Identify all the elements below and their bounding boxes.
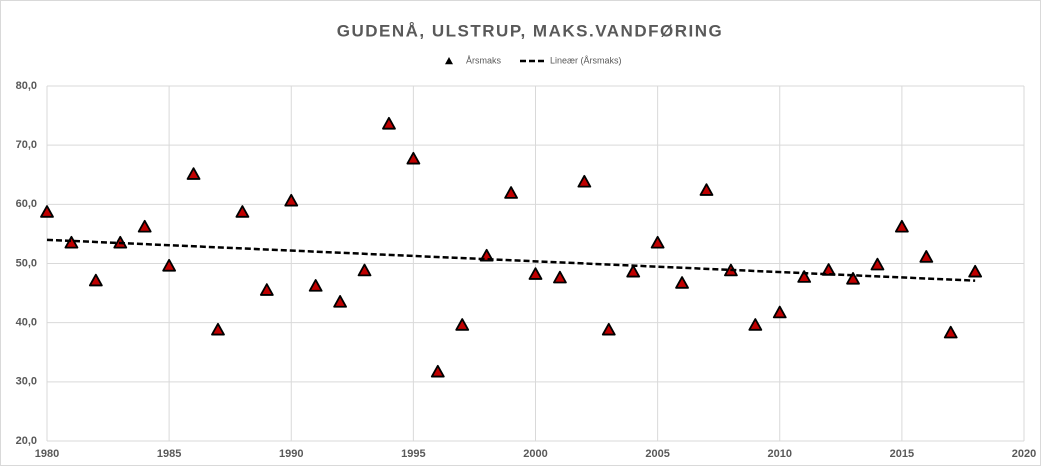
data-point	[357, 263, 372, 277]
x-tick-label: 1995	[401, 448, 425, 460]
legend-marker	[445, 57, 453, 65]
data-point	[88, 273, 103, 287]
x-tick-label: 1985	[157, 448, 181, 460]
trend-line	[46, 238, 976, 282]
x-tick-label: 2010	[768, 448, 792, 460]
data-point	[528, 267, 543, 280]
data-point	[406, 151, 421, 165]
y-tick-label: 50,0	[16, 257, 37, 269]
data-point	[308, 279, 323, 292]
data-point	[553, 270, 567, 284]
data-point	[577, 174, 592, 188]
data-point	[821, 263, 836, 276]
y-tick-label: 20,0	[16, 435, 37, 447]
data-point	[650, 235, 665, 249]
data-point	[626, 264, 641, 278]
x-tick-label: 1980	[35, 448, 59, 460]
x-tick-label: 2005	[645, 448, 669, 460]
chart-title: GUDENÅ, ULSTRUP, MAKS.VANDFØRING	[337, 21, 723, 40]
data-point	[968, 264, 983, 278]
data-point	[259, 283, 274, 296]
legend-label: Lineær (Årsmaks)	[550, 55, 622, 65]
data-point	[748, 318, 763, 331]
data-point	[797, 270, 812, 283]
data-point	[504, 186, 518, 199]
data-point	[162, 258, 177, 272]
data-point	[137, 219, 152, 233]
data-point	[699, 183, 714, 196]
y-tick-label: 60,0	[16, 198, 37, 210]
x-tick-label: 2000	[523, 448, 547, 460]
data-point	[772, 305, 787, 319]
data-point	[40, 205, 54, 218]
y-tick-label: 80,0	[16, 80, 37, 92]
data-point	[846, 271, 860, 285]
data-point	[601, 322, 616, 336]
y-tick-label: 30,0	[16, 376, 37, 388]
x-tick-label: 2015	[890, 448, 914, 460]
x-tick-label: 1990	[279, 448, 303, 460]
data-point	[382, 116, 396, 130]
y-tick-label: 40,0	[16, 317, 37, 329]
data-point	[455, 318, 470, 331]
data-point	[430, 364, 445, 378]
y-tick-label: 70,0	[16, 139, 37, 151]
data-point	[235, 205, 250, 218]
x-tick-label: 2020	[1012, 448, 1036, 460]
data-point	[870, 257, 885, 271]
data-point	[943, 325, 958, 339]
data-point	[675, 276, 689, 289]
data-point	[186, 167, 201, 180]
data-point	[333, 295, 347, 308]
data-point	[211, 322, 225, 336]
data-point	[919, 250, 934, 263]
data-point	[284, 193, 299, 207]
data-point	[894, 219, 909, 233]
legend-label: Årsmaks	[466, 55, 502, 65]
